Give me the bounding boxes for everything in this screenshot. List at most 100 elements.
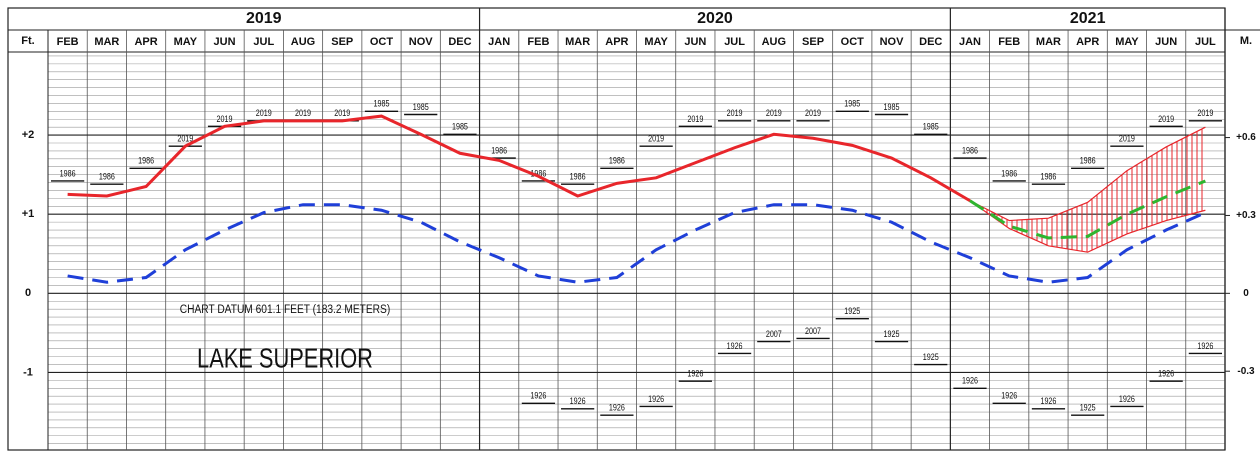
record-low-year: 1926: [1040, 397, 1056, 407]
month-label: OCT: [841, 36, 865, 48]
record-high-year: 1986: [962, 146, 978, 156]
month-label: APR: [605, 36, 628, 48]
series-line: [67, 114, 971, 203]
month-label: DEC: [448, 36, 471, 48]
month-label: JUL: [253, 36, 274, 48]
month-label: APR: [1076, 36, 1099, 48]
month-label: AUG: [291, 36, 315, 48]
record-high-year: 1986: [530, 169, 546, 179]
y-axis-title: Ft.: [21, 35, 34, 47]
month-label: JUL: [1195, 36, 1216, 48]
record-high-year: 1986: [138, 156, 154, 166]
month-label: NOV: [880, 36, 905, 48]
y2-tick-label: -0.3: [1237, 366, 1255, 377]
y-tick-label: +1: [22, 208, 35, 220]
month-label: SEP: [331, 36, 353, 48]
month-label: MAY: [644, 36, 668, 48]
month-label: JUN: [214, 36, 236, 48]
forecast-range-lower: [969, 200, 1206, 253]
record-low-year: 1926: [609, 403, 625, 413]
record-low-year: 1925: [1080, 403, 1096, 413]
forecast-range-upper: [969, 126, 1206, 222]
month-label: MAR: [565, 36, 590, 48]
year-label: 2021: [1070, 10, 1106, 27]
y2-tick-label: +0.3: [1236, 210, 1256, 221]
month-label: JUN: [684, 36, 706, 48]
record-high-year: 2019: [295, 108, 311, 118]
record-high-year: 2019: [648, 134, 664, 144]
record-low-year: 1926: [530, 391, 546, 401]
record-high-year: 2019: [766, 108, 782, 118]
record-low-year: 1926: [648, 394, 664, 404]
record-high-year: 2019: [805, 108, 821, 118]
record-high-year: 1986: [1080, 156, 1096, 166]
record-low-year: 1926: [727, 341, 743, 351]
month-label: APR: [134, 36, 157, 48]
record-low-year: 1926: [1001, 391, 1017, 401]
record-high-year: 1985: [923, 122, 939, 132]
month-label: MAR: [1036, 36, 1061, 48]
year-label: 2020: [697, 10, 733, 27]
record-low-year: 1926: [570, 397, 586, 407]
record-low-year: 1926: [1158, 369, 1174, 379]
record-high-year: 1985: [373, 99, 389, 109]
record-low-year: 1926: [1119, 394, 1135, 404]
record-low-year: 1926: [962, 376, 978, 386]
record-high-year: 2019: [1197, 108, 1213, 118]
month-label: NOV: [409, 36, 434, 48]
forecast-range-fill: [969, 127, 1206, 253]
record-high-year: 2019: [1119, 134, 1135, 144]
record-high-year: 2019: [256, 108, 272, 118]
record-high-year: 1986: [1001, 169, 1017, 179]
record-high-year: 1985: [452, 122, 468, 132]
record-low-year: 1925: [884, 329, 900, 339]
month-label: FEB: [998, 36, 1020, 48]
y-tick-label: 0: [25, 287, 31, 299]
y-tick-label: -1: [23, 366, 33, 378]
record-low-year: 1925: [844, 306, 860, 316]
y-tick-label: +2: [22, 129, 35, 141]
record-low-year: 2007: [766, 329, 782, 339]
y2-tick-label: +0.6: [1236, 132, 1256, 143]
month-label: MAR: [94, 36, 119, 48]
series-line: [67, 203, 1206, 284]
record-high-year: 1986: [1040, 172, 1056, 182]
record-high-year: 2019: [1158, 114, 1174, 124]
record-high-year: 1986: [60, 169, 76, 179]
month-label: DEC: [919, 36, 942, 48]
record-high-year: 1985: [884, 102, 900, 112]
series-line: [969, 179, 1206, 240]
month-label: JAN: [959, 36, 981, 48]
month-label: OCT: [370, 36, 394, 48]
month-label: AUG: [762, 36, 786, 48]
y2-tick-label: 0: [1243, 288, 1249, 299]
record-low-year: 2007: [805, 326, 821, 336]
month-label: JUL: [724, 36, 745, 48]
record-high-year: 2019: [687, 114, 703, 124]
y2-axis-title: M.: [1240, 35, 1252, 47]
year-label: 2019: [246, 10, 282, 27]
month-label: MAY: [174, 36, 198, 48]
annotation: LAKE SUPERIOR: [197, 343, 373, 374]
month-label: FEB: [527, 36, 549, 48]
record-high-year: 1986: [99, 172, 115, 182]
month-label: JUN: [1155, 36, 1177, 48]
month-label: FEB: [57, 36, 79, 48]
annotation: CHART DATUM 601.1 FEET (183.2 METERS): [180, 303, 391, 316]
record-high-year: 2019: [727, 108, 743, 118]
record-high-year: 2019: [217, 114, 233, 124]
record-high-year: 1985: [844, 99, 860, 109]
record-high-year: 1985: [413, 102, 429, 112]
record-high-year: 2019: [334, 108, 350, 118]
record-high-year: 2019: [177, 134, 193, 144]
month-label: MAY: [1115, 36, 1139, 48]
record-low-year: 1925: [923, 352, 939, 362]
record-low-year: 1926: [1197, 341, 1213, 351]
record-high-year: 1986: [491, 146, 507, 156]
month-label: SEP: [802, 36, 824, 48]
record-high-year: 1986: [609, 156, 625, 166]
record-high-year: 1986: [570, 172, 586, 182]
month-label: JAN: [488, 36, 510, 48]
record-low-year: 1926: [687, 369, 703, 379]
